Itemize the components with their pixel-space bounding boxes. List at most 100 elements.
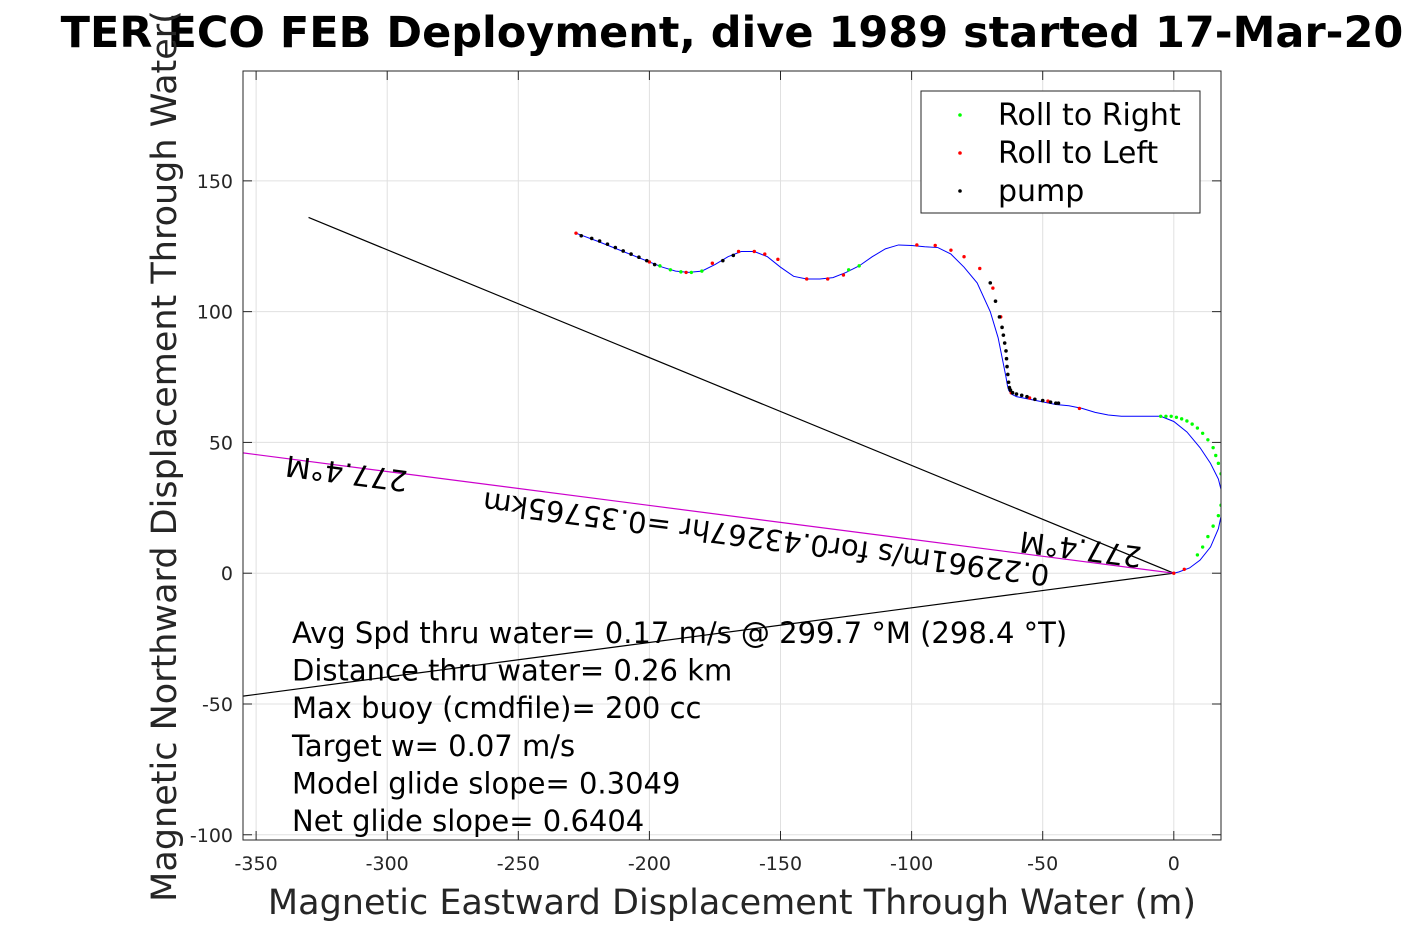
roll-left-point [1077, 406, 1082, 411]
pump-point [1001, 333, 1006, 337]
roll-left-point [991, 286, 995, 290]
pump-point [1040, 398, 1045, 403]
pump-point [1019, 393, 1024, 398]
roll-left-point [1027, 396, 1032, 400]
pump-point [1025, 394, 1029, 399]
roll-left-point [949, 248, 953, 252]
roll-right-point [1214, 453, 1218, 458]
legend-label-roll-left: Roll to Left [998, 136, 1158, 171]
roll-left-point [933, 243, 937, 248]
legend-marker-roll-right [958, 113, 962, 117]
roll-left-point [647, 260, 652, 264]
pump-point [1033, 397, 1037, 402]
roll-left-point [805, 277, 809, 281]
x-tick-label: -150 [759, 853, 802, 875]
legend-label-pump: pump [998, 174, 1084, 209]
y-tick-label: 150 [197, 171, 233, 193]
pump-point [613, 245, 618, 250]
roll-right-point [846, 268, 851, 272]
annotation-line: Net glide slope= 0.6404 [292, 804, 644, 838]
pump-point [988, 281, 993, 285]
y-axis-label: Magnetic Northward Displacement Through … [145, 10, 185, 902]
pump-point [637, 255, 641, 260]
roll-left-point [978, 266, 982, 271]
x-tick-label: 0 [1168, 853, 1180, 875]
pump-point [993, 299, 998, 303]
roll-left-point [763, 252, 767, 256]
black-line-lower [243, 572, 1174, 697]
pump-point [731, 253, 736, 258]
pump-point [1004, 349, 1008, 353]
roll-right-point [668, 268, 673, 272]
legend-marker-roll-left [958, 151, 962, 155]
roll-left-point [915, 243, 919, 247]
roll-right-point [1200, 431, 1205, 435]
x-axis-label: Magnetic Eastward Displacement Through W… [268, 883, 1196, 923]
track-line [575, 232, 1221, 574]
x-tick-label: -250 [497, 853, 540, 875]
roll-left-point [574, 231, 578, 235]
pump-point [621, 249, 625, 253]
roll-right-point [1211, 445, 1215, 450]
pump-point [1006, 380, 1011, 385]
plot-content [243, 216, 1221, 697]
roll-right-point [700, 269, 704, 273]
roll-right-point [1211, 524, 1215, 528]
roll-right-point [1195, 553, 1200, 557]
roll-left-point [776, 257, 780, 262]
pump-point [1048, 400, 1053, 404]
tick-labels: -350 -300 -250 -200 -150 -100 -50 0 -100 -50 0 50 10… [190, 171, 1180, 875]
x-tick-label: -350 [235, 853, 278, 875]
pump-point [1002, 341, 1007, 345]
pump-point [1006, 372, 1010, 377]
y-tick-label: 50 [209, 432, 233, 454]
pump-point [1000, 325, 1004, 330]
roll-left-point [826, 277, 830, 281]
roll-right-point [679, 270, 683, 274]
roll-right-point [689, 270, 694, 275]
roll-right-point [1206, 438, 1210, 442]
roll-right-point [857, 264, 861, 268]
heading-line [243, 452, 1174, 574]
roll-right-point [1216, 461, 1221, 466]
roll-left-point [736, 249, 741, 254]
annotation-line: Target w= 0.07 m/s [291, 729, 575, 763]
x-tick-label: -50 [1027, 853, 1058, 875]
roll-left-point [710, 261, 715, 265]
x-tick-label: -100 [890, 853, 933, 875]
pump-point [589, 236, 594, 241]
y-tick-label: 100 [197, 302, 233, 324]
legend-box [920, 90, 1201, 214]
roll-left-point [1182, 567, 1186, 571]
roll-right-point [1179, 417, 1184, 421]
roll-left-point [684, 270, 688, 275]
pump-point [1010, 390, 1015, 395]
annotation-line: Distance thru water= 0.26 km [292, 654, 732, 688]
pump-point [1056, 401, 1061, 405]
legend-label-roll-right: Roll to Right [998, 98, 1181, 133]
y-tick-label: -50 [202, 694, 233, 716]
legend: Roll to Right Roll to Left pump [920, 90, 1201, 214]
roll-right-point [658, 264, 662, 268]
chart-title: TER ECO FEB Deployment, dive 1989 starte… [61, 8, 1404, 58]
annotation-block: Avg Spd thru water= 0.17 m/s @ 299.7 °M … [291, 616, 1067, 838]
roll-left-point [1172, 571, 1176, 575]
pump-point [644, 258, 649, 263]
pump-point [652, 262, 657, 267]
pump-point [605, 242, 610, 246]
legend-marker-pump [958, 189, 962, 193]
pump-point [597, 239, 602, 243]
pump-point [1014, 392, 1019, 396]
roll-right-point [1195, 426, 1200, 430]
roll-right-point [1164, 414, 1168, 418]
annotation-line: Avg Spd thru water= 0.17 m/s @ 299.7 °M … [292, 616, 1067, 650]
y-tick-label: 0 [221, 563, 233, 585]
pump-point [1005, 364, 1009, 369]
roll-right-point [1200, 545, 1205, 549]
x-tick-label: -200 [628, 853, 671, 875]
plot-frame [242, 70, 1222, 841]
roll-right-point [1216, 513, 1221, 518]
pump-point [997, 315, 1002, 319]
pump-point [721, 258, 725, 263]
